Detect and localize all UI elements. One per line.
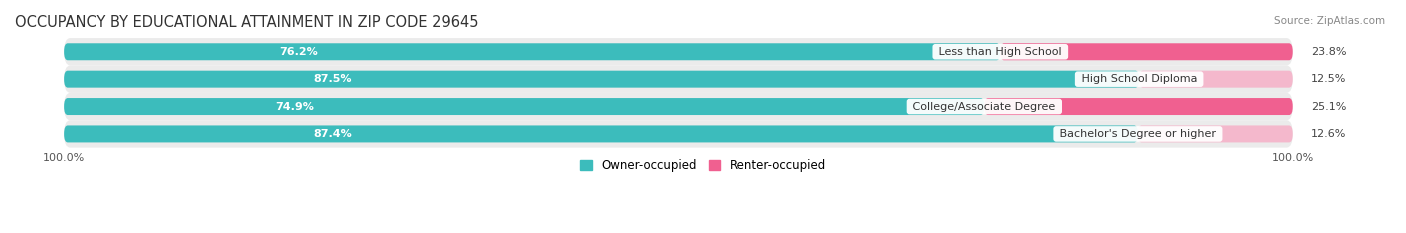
- FancyBboxPatch shape: [1139, 71, 1292, 88]
- FancyBboxPatch shape: [65, 98, 984, 115]
- Text: 87.4%: 87.4%: [314, 129, 352, 139]
- Text: 25.1%: 25.1%: [1312, 102, 1347, 112]
- Text: High School Diploma: High School Diploma: [1077, 74, 1201, 84]
- Text: OCCUPANCY BY EDUCATIONAL ATTAINMENT IN ZIP CODE 29645: OCCUPANCY BY EDUCATIONAL ATTAINMENT IN Z…: [15, 15, 478, 30]
- FancyBboxPatch shape: [65, 38, 1292, 65]
- FancyBboxPatch shape: [65, 93, 1292, 120]
- Text: Less than High School: Less than High School: [935, 47, 1066, 57]
- FancyBboxPatch shape: [984, 98, 1292, 115]
- Text: 23.8%: 23.8%: [1312, 47, 1347, 57]
- Text: 87.5%: 87.5%: [314, 74, 352, 84]
- FancyBboxPatch shape: [1000, 43, 1292, 60]
- Text: 100.0%: 100.0%: [1271, 153, 1313, 163]
- Text: 100.0%: 100.0%: [44, 153, 86, 163]
- FancyBboxPatch shape: [65, 43, 1000, 60]
- FancyBboxPatch shape: [65, 120, 1292, 148]
- Text: Bachelor's Degree or higher: Bachelor's Degree or higher: [1056, 129, 1219, 139]
- Text: Source: ZipAtlas.com: Source: ZipAtlas.com: [1274, 16, 1385, 26]
- Legend: Owner-occupied, Renter-occupied: Owner-occupied, Renter-occupied: [575, 154, 831, 177]
- Text: 76.2%: 76.2%: [278, 47, 318, 57]
- Text: College/Associate Degree: College/Associate Degree: [910, 102, 1059, 112]
- Text: 12.5%: 12.5%: [1312, 74, 1347, 84]
- Text: 12.6%: 12.6%: [1312, 129, 1347, 139]
- FancyBboxPatch shape: [65, 71, 1139, 88]
- FancyBboxPatch shape: [1137, 125, 1292, 142]
- FancyBboxPatch shape: [65, 65, 1292, 93]
- Text: 74.9%: 74.9%: [274, 102, 314, 112]
- FancyBboxPatch shape: [65, 125, 1137, 142]
